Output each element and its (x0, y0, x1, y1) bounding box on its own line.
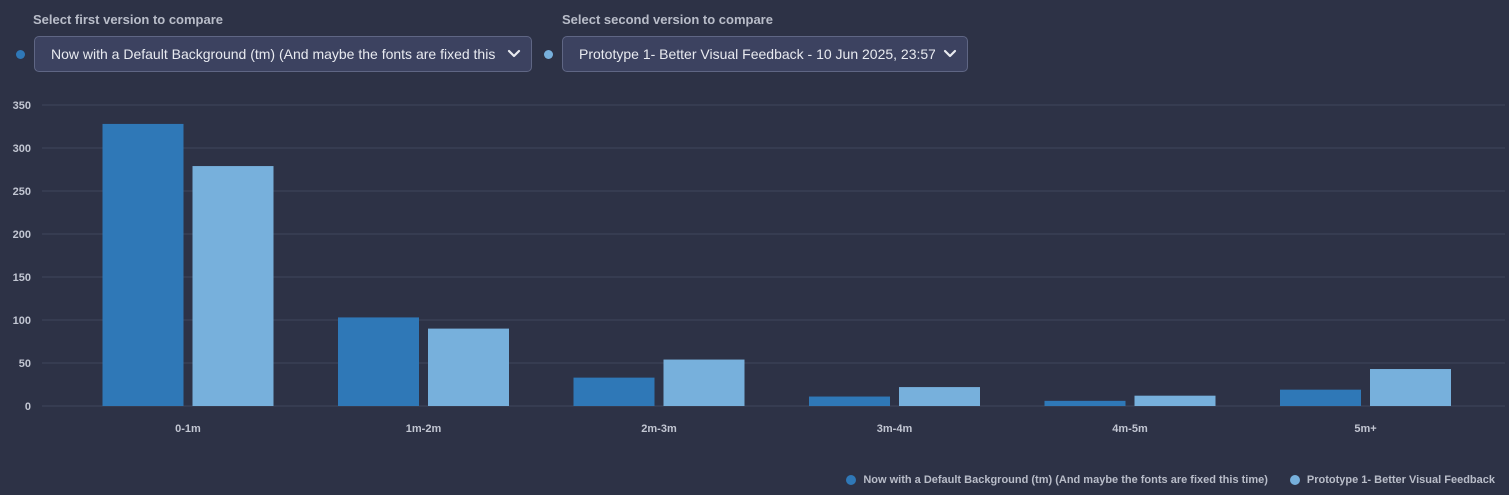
x-tick-label: 3m-4m (877, 423, 913, 435)
second-version-dropdown[interactable]: Prototype 1- Better Visual Feedback - 10… (562, 36, 968, 72)
bar-3m-4m-series-1[interactable] (809, 396, 890, 406)
bar-3m-4m-series-2[interactable] (899, 387, 980, 406)
legend-dot-series-1 (846, 475, 857, 485)
y-tick-label: 350 (13, 100, 31, 112)
y-tick-label: 150 (13, 272, 31, 284)
first-version-dropdown[interactable]: Now with a Default Background (tm) (And … (34, 36, 532, 72)
second-version-color-dot (544, 50, 553, 59)
bar-0-1m-series-1[interactable] (102, 123, 184, 407)
x-tick-label: 0-1m (175, 423, 201, 435)
bar-1m-2m-series-1[interactable] (338, 317, 419, 406)
first-version-label: Select first version to compare (33, 12, 224, 27)
x-tick-label: 2m-3m (641, 423, 677, 435)
second-version-label: Select second version to compare (562, 12, 773, 27)
x-tick-label: 4m-5m (1112, 423, 1148, 435)
first-version-color-dot (16, 50, 25, 59)
y-tick-label: 200 (13, 229, 31, 241)
legend-dot-series-2 (1289, 475, 1300, 485)
legend-label-series-2: Prototype 1- Better Visual Feedback (1306, 474, 1495, 486)
y-tick-label: 50 (19, 358, 31, 370)
bar-5m+-series-2[interactable] (1370, 369, 1451, 406)
bar-chart: 0 50 100 150 200 250 300 350 0-1m 1m-2m 2m-3m 3m-4m… (13, 100, 1505, 435)
bar-4m-5m-series-2[interactable] (1134, 395, 1216, 406)
bar-2m-3m-series-1[interactable] (573, 377, 655, 406)
bar-4m-5m-series-1[interactable] (1044, 400, 1126, 406)
x-tick-label: 5m+ (1354, 423, 1376, 435)
first-version-selector-group: Select first version to compare (33, 12, 223, 35)
legend-item-series-2[interactable]: Prototype 1- Better Visual Feedback (1289, 474, 1495, 486)
y-tick-label: 0 (25, 401, 31, 413)
chart-legend: Now with a Default Background (tm) (And … (824, 474, 1495, 486)
x-tick-label: 1m-2m (406, 423, 442, 435)
y-tick-label: 250 (13, 186, 31, 198)
bar-5m+-series-1[interactable] (1280, 389, 1361, 406)
legend-item-series-1[interactable]: Now with a Default Background (tm) (And … (846, 474, 1268, 486)
chevron-down-icon (507, 49, 521, 59)
bar-0-1m-series-2[interactable] (192, 166, 274, 406)
bar-1m-2m-series-2[interactable] (428, 328, 509, 406)
first-version-selected-value: Now with a Default Background (tm) (And … (51, 46, 499, 62)
legend-label-series-1: Now with a Default Background (tm) (And … (863, 474, 1268, 486)
second-version-selected-value: Prototype 1- Better Visual Feedback - 10… (579, 46, 935, 62)
second-version-selector-group: Select second version to compare (562, 12, 773, 35)
bar-2m-3m-series-2[interactable] (663, 359, 745, 406)
y-tick-label: 300 (13, 143, 31, 155)
chevron-down-icon (943, 49, 957, 59)
y-tick-label: 100 (13, 315, 31, 327)
